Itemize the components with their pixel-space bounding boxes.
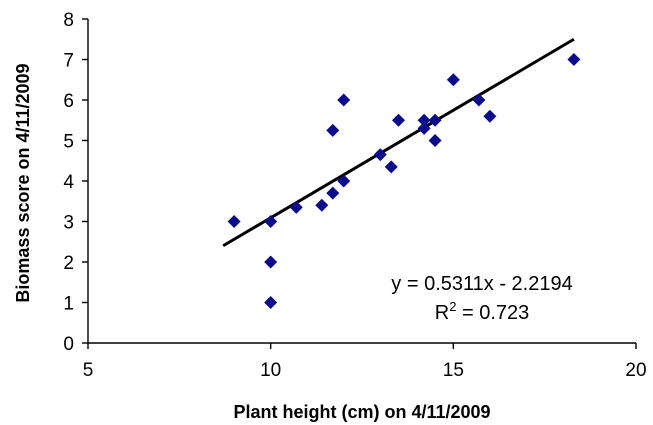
data-point <box>264 215 278 228</box>
trendline <box>222 37 575 248</box>
data-points <box>227 53 581 309</box>
y-axis-title: Biomass score on 4/11/2009 <box>13 63 33 302</box>
data-point <box>417 121 431 135</box>
data-point <box>483 109 497 123</box>
data-point <box>315 198 329 212</box>
data-point <box>373 148 387 162</box>
data-point <box>428 113 442 127</box>
data-point <box>417 113 431 127</box>
y-tick-label: 5 <box>63 132 74 153</box>
data-point <box>392 113 406 127</box>
data-point <box>337 93 351 107</box>
data-point <box>264 255 278 269</box>
data-point <box>326 123 340 137</box>
data-point <box>326 186 340 200</box>
data-point <box>289 200 303 214</box>
data-point <box>472 93 486 107</box>
x-tick-label: 5 <box>83 360 94 381</box>
y-axis-ticks: 0 1 2 3 4 5 6 7 8 <box>63 10 88 355</box>
data-point <box>227 215 241 228</box>
data-point <box>446 73 460 87</box>
y-tick-label: 0 <box>63 334 74 355</box>
trendline-equation: y = 0.5311x - 2.2194 <box>391 273 572 295</box>
y-tick-label: 2 <box>63 253 74 274</box>
y-tick-label: 1 <box>63 294 74 315</box>
y-tick-label: 7 <box>63 51 74 72</box>
y-tick-label: 4 <box>63 172 74 193</box>
data-point <box>428 134 442 147</box>
r-squared-label: R <box>435 302 449 324</box>
data-point <box>337 174 351 188</box>
x-tick-label: 20 <box>625 360 646 381</box>
y-tick-label: 3 <box>63 213 74 234</box>
x-tick-label: 10 <box>260 360 281 381</box>
r-squared-annotation: R2 = 0.723 <box>435 299 530 324</box>
x-tick-label: 15 <box>443 360 464 381</box>
data-point <box>384 160 398 174</box>
r-squared-value: = 0.723 <box>456 302 529 324</box>
x-axis-title: Plant height (cm) on 4/11/2009 <box>233 402 490 422</box>
data-point <box>264 296 278 309</box>
r-squared-superscript: 2 <box>449 299 456 314</box>
y-tick-label: 8 <box>63 10 74 31</box>
y-tick-label: 6 <box>63 91 74 112</box>
data-point <box>567 53 581 66</box>
x-axis-ticks: 5 10 15 20 <box>83 343 647 381</box>
